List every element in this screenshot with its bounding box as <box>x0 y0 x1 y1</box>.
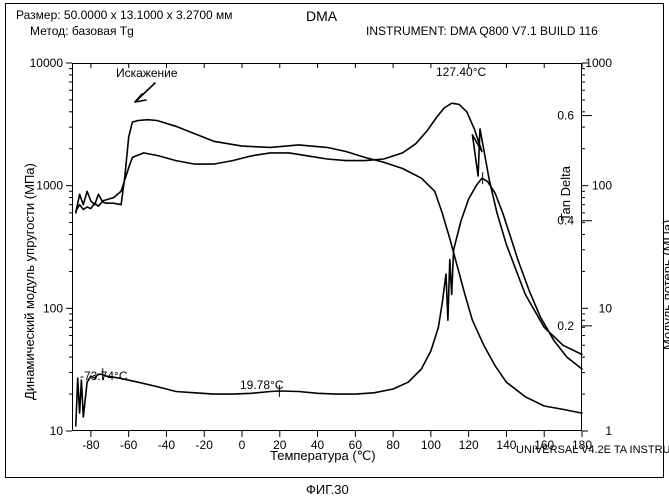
svg-text:1000: 1000 <box>585 56 612 70</box>
svg-text:80: 80 <box>386 438 400 452</box>
svg-text:-20: -20 <box>196 438 214 452</box>
annot-midtemp: 19.78°C <box>240 378 284 392</box>
svg-text:1: 1 <box>605 424 612 438</box>
svg-text:100: 100 <box>43 301 63 315</box>
y-right2-label: Tan Delta <box>558 166 573 221</box>
x-axis-label: Температура (℃) <box>270 448 376 464</box>
svg-text:140: 140 <box>496 438 516 452</box>
footer-universal: UNIVERSAL V4.2E TA INSTRUMENTS <box>516 444 656 457</box>
chart-svg: -80-60-40-200204060801001201401601801010… <box>0 0 669 500</box>
svg-text:100: 100 <box>592 179 612 193</box>
svg-text:1000: 1000 <box>36 179 63 193</box>
svg-text:10: 10 <box>599 301 613 315</box>
svg-text:-40: -40 <box>158 438 176 452</box>
annot-negtemp: -73.74°C <box>80 369 128 383</box>
svg-text:120: 120 <box>459 438 479 452</box>
annot-peak: 127.40°C <box>436 65 486 79</box>
svg-text:10: 10 <box>50 424 64 438</box>
svg-text:0.6: 0.6 <box>557 109 574 123</box>
annot-distortion: Искажение <box>116 66 178 80</box>
svg-text:100: 100 <box>421 438 441 452</box>
svg-text:-80: -80 <box>82 438 100 452</box>
svg-text:-60: -60 <box>120 438 138 452</box>
svg-text:0.2: 0.2 <box>557 319 574 333</box>
y-right1-label: Модуль потерь (МПа) <box>660 220 669 350</box>
svg-text:10000: 10000 <box>30 56 64 70</box>
y-left-label: Динамический модуль упругости (МПа) <box>22 163 37 400</box>
figure-caption: ФИГ.30 <box>306 482 349 497</box>
svg-text:0: 0 <box>239 438 246 452</box>
